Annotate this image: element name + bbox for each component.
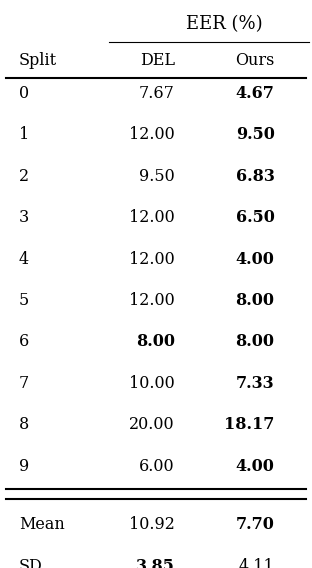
Text: Mean: Mean	[19, 516, 65, 533]
Text: 1: 1	[19, 126, 29, 143]
Text: 10.00: 10.00	[129, 375, 175, 392]
Text: 4: 4	[19, 250, 29, 268]
Text: 12.00: 12.00	[129, 209, 175, 226]
Text: SD: SD	[19, 558, 42, 568]
Text: 8.00: 8.00	[236, 292, 275, 309]
Text: 7.33: 7.33	[236, 375, 275, 392]
Text: 3.85: 3.85	[136, 558, 175, 568]
Text: 7.70: 7.70	[236, 516, 275, 533]
Text: 6.00: 6.00	[139, 458, 175, 475]
Text: 12.00: 12.00	[129, 250, 175, 268]
Text: 4.67: 4.67	[236, 85, 275, 102]
Text: 8: 8	[19, 416, 29, 433]
Text: 12.00: 12.00	[129, 292, 175, 309]
Text: 20.00: 20.00	[129, 416, 175, 433]
Text: 3: 3	[19, 209, 29, 226]
Text: 9.50: 9.50	[139, 168, 175, 185]
Text: 9: 9	[19, 458, 29, 475]
Text: 8.00: 8.00	[236, 333, 275, 350]
Text: 18.17: 18.17	[224, 416, 275, 433]
Text: 8.00: 8.00	[136, 333, 175, 350]
Text: 2: 2	[19, 168, 29, 185]
Text: 12.00: 12.00	[129, 126, 175, 143]
Text: 6.83: 6.83	[236, 168, 275, 185]
Text: 6: 6	[19, 333, 29, 350]
Text: 4.00: 4.00	[236, 250, 275, 268]
Text: 6.50: 6.50	[236, 209, 275, 226]
Text: Ours: Ours	[235, 52, 275, 69]
Text: 7.67: 7.67	[139, 85, 175, 102]
Text: 9.50: 9.50	[236, 126, 275, 143]
Text: 4.11: 4.11	[239, 558, 275, 568]
Text: 7: 7	[19, 375, 29, 392]
Text: 0: 0	[19, 85, 29, 102]
Text: 4.00: 4.00	[236, 458, 275, 475]
Text: DEL: DEL	[140, 52, 175, 69]
Text: EER (%): EER (%)	[186, 15, 263, 33]
Text: 5: 5	[19, 292, 29, 309]
Text: Split: Split	[19, 52, 57, 69]
Text: 10.92: 10.92	[129, 516, 175, 533]
